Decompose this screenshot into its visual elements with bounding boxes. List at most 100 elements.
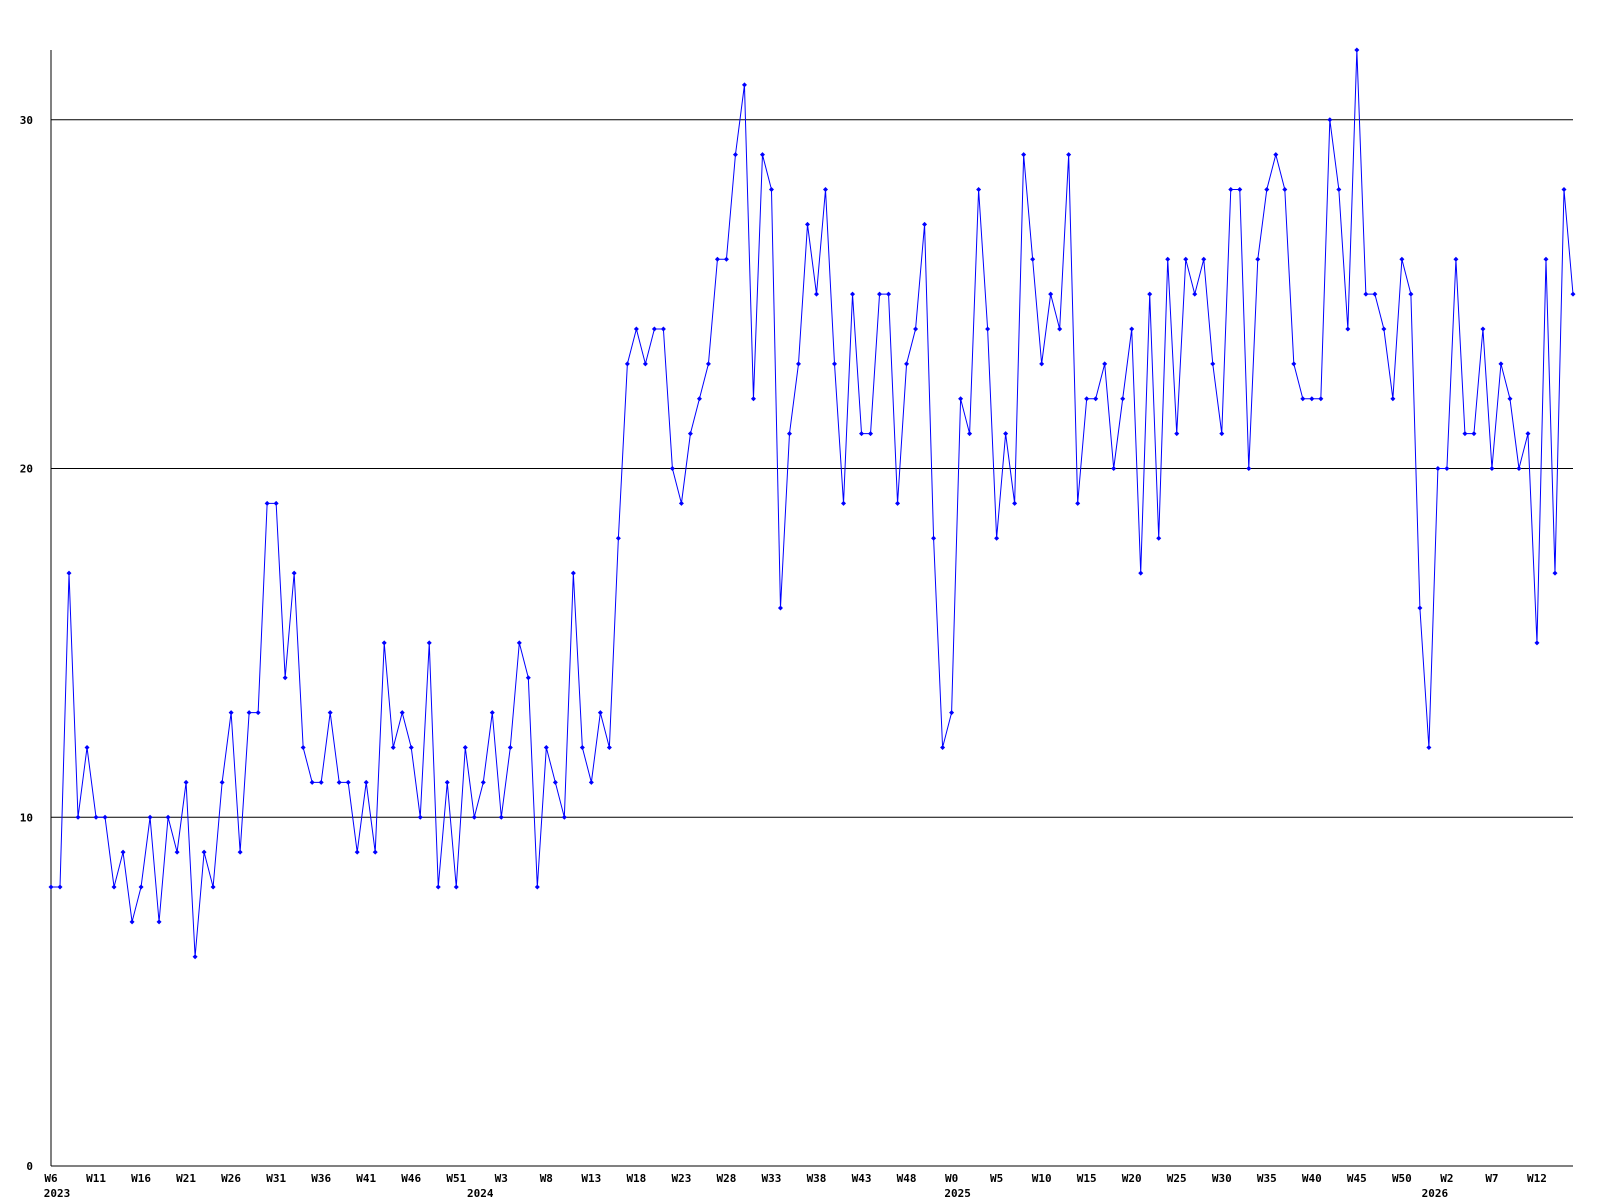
data-point xyxy=(859,431,865,437)
data-point xyxy=(1354,47,1360,53)
data-point xyxy=(841,500,847,506)
x-tick-label: W7 xyxy=(1485,1172,1498,1185)
data-point xyxy=(282,675,288,681)
data-point xyxy=(1327,117,1333,123)
data-point xyxy=(1570,291,1576,297)
x-tick-label: W38 xyxy=(807,1172,827,1185)
data-point xyxy=(1318,396,1324,402)
data-point xyxy=(435,884,441,890)
data-point xyxy=(1480,326,1486,332)
x-tick-label: W26 xyxy=(221,1172,241,1185)
data-point xyxy=(1174,431,1180,437)
x-tick-label: W6 xyxy=(44,1172,58,1185)
data-point xyxy=(390,745,396,750)
data-point xyxy=(138,884,144,890)
data-point xyxy=(1300,396,1306,402)
data-point xyxy=(255,710,261,716)
x-year-label: 2026 xyxy=(1422,1187,1449,1200)
series-line xyxy=(51,49,1574,957)
y-tick-label: 20 xyxy=(20,463,33,476)
data-point xyxy=(1102,361,1108,367)
data-point xyxy=(1021,152,1027,158)
data-point xyxy=(579,745,585,750)
data-point xyxy=(489,710,495,716)
data-point xyxy=(192,954,198,960)
data-point xyxy=(273,500,279,506)
data-point xyxy=(1471,431,1477,437)
data-point xyxy=(1246,466,1252,471)
data-point xyxy=(985,326,991,332)
data-point xyxy=(1192,291,1198,297)
data-point xyxy=(1381,326,1387,332)
data-point xyxy=(714,256,720,262)
data-point xyxy=(1435,466,1441,471)
data-point xyxy=(1309,396,1315,402)
data-point xyxy=(1066,152,1072,158)
data-point xyxy=(1534,640,1540,646)
x-tick-label: W23 xyxy=(671,1172,691,1185)
data-point xyxy=(570,570,576,576)
data-point xyxy=(93,814,99,820)
x-tick-label: W31 xyxy=(266,1172,286,1185)
data-point xyxy=(75,814,81,820)
data-point xyxy=(678,500,684,506)
data-point xyxy=(363,779,369,785)
x-tick-label: W50 xyxy=(1392,1172,1412,1185)
x-tick-label: W51 xyxy=(446,1172,466,1185)
data-point xyxy=(1552,570,1558,576)
data-point xyxy=(129,919,135,925)
data-point xyxy=(1372,291,1378,297)
data-point xyxy=(624,361,630,367)
data-point xyxy=(1345,326,1351,332)
x-tick-label: W13 xyxy=(581,1172,601,1185)
data-point xyxy=(750,396,756,402)
data-point xyxy=(976,187,982,192)
data-point xyxy=(1507,396,1513,402)
x-tick-label: W16 xyxy=(131,1172,151,1185)
data-point xyxy=(246,710,252,716)
data-point xyxy=(111,884,117,890)
data-point xyxy=(705,361,711,367)
data-point xyxy=(913,326,919,332)
data-point xyxy=(1138,570,1144,576)
data-point xyxy=(696,396,702,402)
data-point xyxy=(381,640,387,646)
data-point xyxy=(453,884,459,890)
x-tick-label: W15 xyxy=(1077,1172,1097,1185)
data-point xyxy=(732,152,738,158)
x-tick-label: W36 xyxy=(311,1172,331,1185)
data-point xyxy=(174,849,180,855)
data-point xyxy=(687,431,693,437)
y-tick-label: 0 xyxy=(26,1160,33,1173)
x-tick-label: W5 xyxy=(990,1172,1003,1185)
x-tick-label: W46 xyxy=(401,1172,421,1185)
data-point xyxy=(606,745,612,750)
x-tick-label: W30 xyxy=(1212,1172,1232,1185)
data-point xyxy=(1561,187,1567,192)
x-tick-label: W33 xyxy=(762,1172,782,1185)
data-point xyxy=(552,779,558,785)
data-point xyxy=(1075,500,1081,506)
y-tick-label: 30 xyxy=(20,114,33,127)
data-point xyxy=(507,745,513,750)
data-point xyxy=(895,500,901,506)
x-year-label: 2023 xyxy=(44,1187,71,1200)
data-point xyxy=(1030,256,1036,262)
data-point xyxy=(823,187,829,192)
x-tick-label: W40 xyxy=(1302,1172,1322,1185)
data-point xyxy=(723,256,729,262)
data-point xyxy=(336,779,342,785)
data-point xyxy=(1426,745,1432,750)
data-point xyxy=(48,884,54,890)
data-point xyxy=(543,745,549,750)
data-point xyxy=(931,535,937,541)
data-point xyxy=(958,396,964,402)
data-point xyxy=(1012,500,1018,506)
data-point xyxy=(1156,535,1162,541)
data-point xyxy=(994,535,1000,541)
data-point xyxy=(417,814,423,820)
data-point xyxy=(832,361,838,367)
x-tick-label: W45 xyxy=(1347,1172,1367,1185)
data-point xyxy=(525,675,531,681)
data-point xyxy=(777,605,783,611)
